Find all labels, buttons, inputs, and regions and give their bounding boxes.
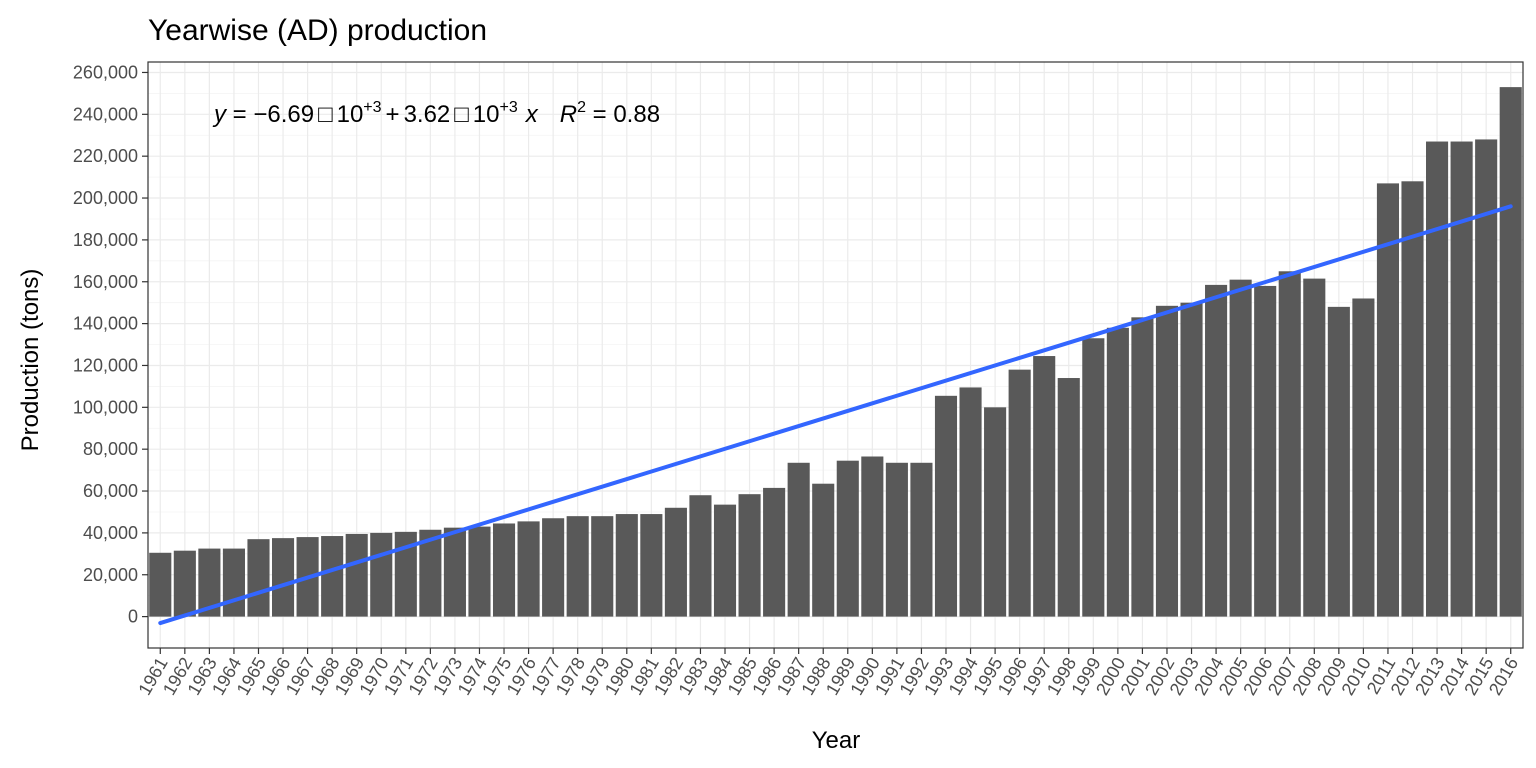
- bar-1985: [738, 494, 761, 617]
- bar-1984: [713, 504, 737, 617]
- bar-2007: [1278, 271, 1301, 617]
- eq-exp-2: +3: [499, 99, 517, 116]
- bar-1990: [861, 456, 884, 617]
- bar-1966: [271, 538, 295, 617]
- bar-1978: [566, 516, 589, 617]
- bar-1987: [787, 462, 810, 617]
- bar-1989: [836, 460, 859, 617]
- y-tick-label: 80,000: [83, 439, 138, 459]
- bar-2004: [1205, 284, 1228, 617]
- eq-x: x: [525, 101, 539, 128]
- bar-2013: [1426, 141, 1449, 617]
- bar-2001: [1131, 317, 1154, 617]
- bar-1962: [173, 550, 196, 617]
- bar-1986: [763, 487, 786, 617]
- eq-equals: =: [226, 101, 253, 128]
- eq-intercept: 6.69: [267, 101, 314, 128]
- bar-1991: [885, 462, 908, 617]
- bar-2003: [1180, 302, 1203, 617]
- bar-1998: [1057, 378, 1080, 617]
- bar-1997: [1033, 356, 1056, 617]
- bar-1979: [591, 516, 614, 617]
- grid-minor: [148, 92, 1523, 597]
- bar-2014: [1450, 141, 1473, 617]
- y-tick-label: 220,000: [73, 146, 138, 166]
- bar-2012: [1401, 181, 1424, 617]
- bar-1974: [468, 526, 491, 617]
- eq-slope: 3.62: [404, 101, 451, 128]
- y-tick-label: 100,000: [73, 397, 138, 417]
- bar-1968: [321, 536, 344, 617]
- chart-title: Yearwise (AD) production: [148, 14, 487, 47]
- bar-2006: [1254, 285, 1277, 617]
- bars: [149, 87, 1522, 617]
- bar-2002: [1155, 305, 1179, 617]
- eq-r-value: = 0.88: [586, 101, 660, 128]
- bar-1992: [910, 462, 933, 617]
- x-axis-title: Year: [812, 727, 861, 754]
- bar-2015: [1475, 139, 1498, 617]
- y-tick-label: 140,000: [73, 314, 138, 334]
- trend-line: [158, 204, 1513, 626]
- eq-r-exp: 2: [577, 99, 586, 116]
- bar-1999: [1082, 338, 1105, 617]
- bar-1977: [542, 518, 565, 617]
- bar-1965: [247, 539, 270, 617]
- bar-2005: [1229, 279, 1252, 617]
- y-tick-label: 120,000: [73, 355, 138, 375]
- bar-2016: [1499, 87, 1522, 617]
- bar-1964: [222, 548, 245, 617]
- bar-1972: [419, 529, 442, 617]
- bar-1988: [812, 483, 835, 617]
- y-tick-label: 180,000: [73, 230, 138, 250]
- y-tick-label: 20,000: [83, 565, 138, 585]
- bar-1983: [689, 495, 712, 617]
- eq-ten-1: 10: [337, 101, 364, 128]
- bar-2010: [1352, 298, 1375, 617]
- eq-y: y: [212, 101, 228, 128]
- y-axis: 0 20,000 40,000 60,000 80,000 100,000 120,000 1…: [73, 62, 148, 627]
- bar-1976: [517, 521, 540, 617]
- y-axis-title: Production (tons): [17, 269, 44, 452]
- bar-1993: [934, 395, 958, 617]
- bar-2008: [1303, 278, 1326, 617]
- eq-r: R: [560, 101, 577, 128]
- bar-1994: [959, 387, 982, 617]
- bar-2000: [1106, 327, 1129, 617]
- eq-ten-2: 10: [473, 101, 500, 128]
- y-tick-label: 60,000: [83, 481, 138, 501]
- bar-1973: [443, 527, 466, 617]
- bar-1970: [370, 532, 393, 617]
- y-tick-label: 260,000: [73, 62, 138, 82]
- eq-exp-1: +3: [363, 99, 381, 116]
- bar-1971: [394, 531, 417, 617]
- y-tick-label: 0: [128, 607, 138, 627]
- bar-1980: [615, 514, 638, 617]
- y-tick-label: 200,000: [73, 188, 138, 208]
- bar-1981: [640, 514, 663, 617]
- eq-minus: −: [253, 101, 267, 128]
- y-tick-label: 40,000: [83, 523, 138, 543]
- bar-1995: [984, 407, 1007, 617]
- eq-times-1: □: [318, 101, 333, 128]
- bar-1961: [149, 552, 172, 617]
- bar-1975: [492, 523, 516, 617]
- x-axis: 1961196219631964196519661967196819691970…: [134, 648, 1522, 699]
- trend-equation: y = −6.69 □ 10+3 +3.62 □ 10+3 x R2 = 0.88: [212, 99, 660, 128]
- eq-times-2: □: [454, 101, 469, 128]
- bar-1996: [1008, 369, 1031, 617]
- y-tick-label: 240,000: [73, 104, 138, 124]
- bar-2011: [1376, 183, 1400, 617]
- bar-1982: [664, 507, 687, 617]
- bar-2009: [1327, 306, 1350, 617]
- y-tick-label: 160,000: [73, 272, 138, 292]
- bar-1963: [198, 548, 221, 617]
- plot-border: [147, 61, 1524, 649]
- bar-1969: [345, 533, 368, 617]
- eq-plus: +: [386, 101, 400, 128]
